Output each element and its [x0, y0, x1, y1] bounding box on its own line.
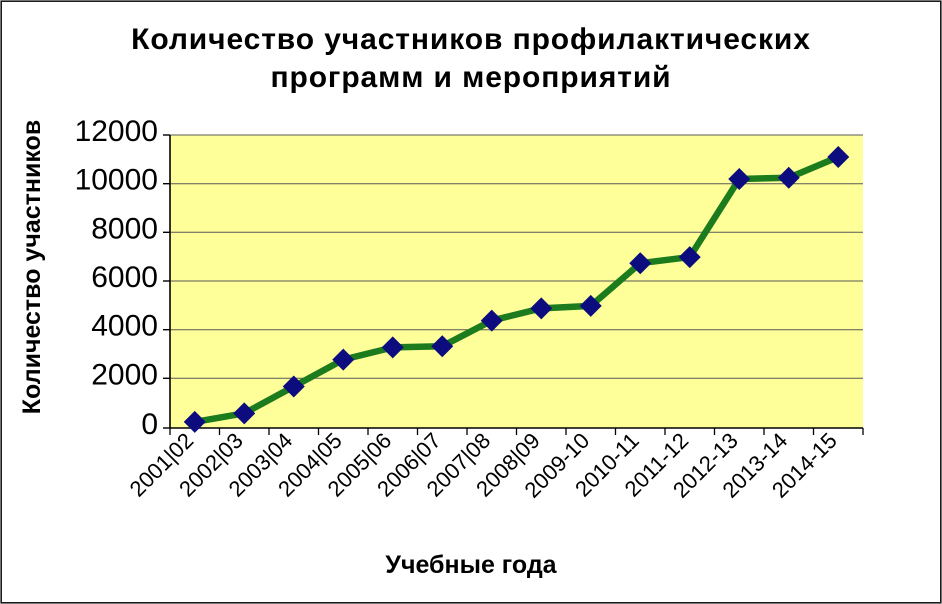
svg-text:0: 0 — [141, 408, 158, 441]
svg-text:12000: 12000 — [75, 115, 158, 148]
svg-text:8000: 8000 — [91, 212, 158, 245]
svg-text:6000: 6000 — [91, 261, 158, 294]
svg-text:2000: 2000 — [91, 358, 158, 391]
svg-text:10000: 10000 — [75, 164, 158, 197]
svg-text:4000: 4000 — [91, 310, 158, 343]
